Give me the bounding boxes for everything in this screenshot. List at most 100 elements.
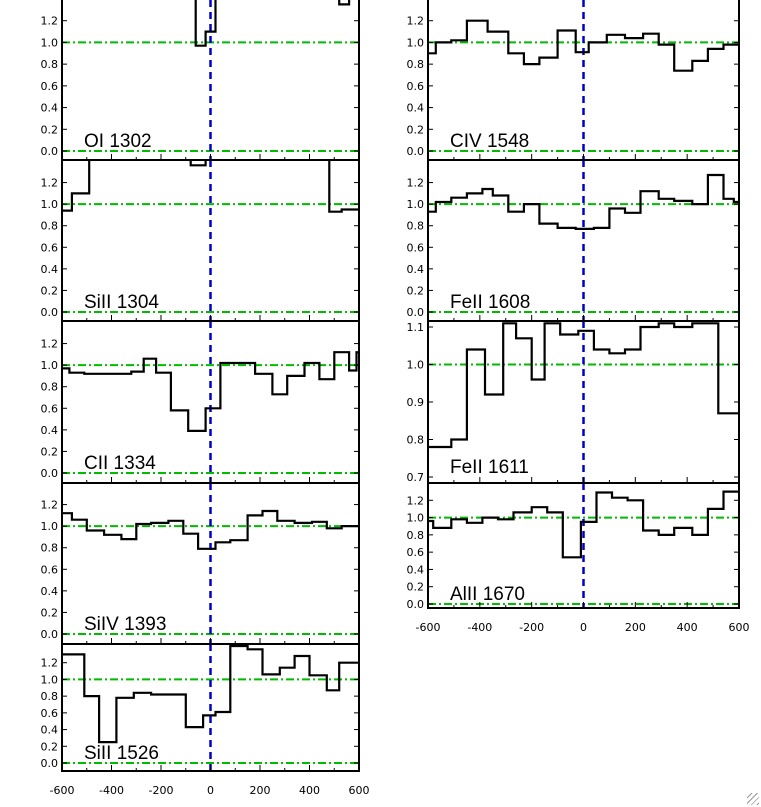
y-tick-label: 0.6 — [41, 241, 59, 254]
line-label: SiII 1304 — [84, 292, 159, 313]
line-label: FeII 1608 — [450, 292, 530, 313]
panel-alii-1670: 0.0 0.2 0.4 0.6 0.8 1.0 1.2 -600 -400 -200 0 200 400… — [407, 482, 750, 634]
line-label: OI 1302 — [84, 131, 152, 152]
y-tick-label: 0.6 — [41, 707, 59, 720]
y-tick-label: 1.2 — [41, 499, 59, 512]
spectrum-step-line — [62, 160, 359, 213]
y-tick-label: 0.4 — [41, 263, 59, 276]
y-tick-label: 0.2 — [41, 445, 59, 458]
y-tick-label: 0.9 — [407, 396, 425, 409]
x-tick-label: -200 — [149, 784, 174, 797]
line-label: SiIV 1393 — [84, 614, 166, 635]
y-tick-label: 0.7 — [407, 471, 425, 484]
line-label: FeII 1611 — [450, 457, 529, 478]
y-tick-label: 0.0 — [407, 306, 425, 319]
y-tick-label: 0.8 — [407, 58, 425, 71]
panel-cii-1334: 0.0 0.2 0.4 0.6 0.8 1.0 1.2 CII 1334 — [41, 320, 360, 484]
y-tick-label: 1.0 — [407, 36, 425, 49]
panel-civ-1548: 0.0 0.2 0.4 0.6 0.8 1.0 1.2 CIV 1548 — [407, 0, 740, 161]
y-tick-label: 0.2 — [41, 606, 59, 619]
x-tick-label: -600 — [416, 621, 441, 634]
y-tick-label: 0.6 — [41, 80, 59, 93]
y-tick-label: 1.0 — [407, 359, 425, 372]
y-tick-label: 1.2 — [407, 177, 425, 190]
y-tick-label: 0.8 — [41, 542, 59, 555]
y-tick-label: 0.2 — [407, 123, 425, 136]
y-tick-label: 1.2 — [407, 494, 425, 507]
y-tick-label: 1.0 — [41, 673, 59, 686]
y-tick-label: 0.0 — [41, 306, 59, 319]
y-tick-label: 0.2 — [41, 284, 59, 297]
y-tick-label: 0.8 — [407, 220, 425, 233]
x-tick-label: 400 — [677, 621, 698, 634]
x-tick-label: 200 — [625, 621, 646, 634]
y-tick-label: 0.0 — [41, 467, 59, 480]
y-tick-label: 0.0 — [41, 628, 59, 641]
x-tick-label: 400 — [299, 784, 320, 797]
panel-feii-1611: 0.7 0.8 0.9 1.0 1.1 FeII 1611 — [407, 320, 740, 484]
panel-siii-1304: 0.0 0.2 0.4 0.6 0.8 1.0 1.2 SiII 1304 — [41, 159, 360, 322]
y-tick-label: 0.6 — [407, 241, 425, 254]
y-tick-label: 1.0 — [41, 359, 59, 372]
panel-siiv-1393: 0.0 0.2 0.4 0.6 0.8 1.0 1.2 SiIV 1393 — [41, 482, 360, 645]
y-tick-label: 0.8 — [41, 381, 59, 394]
line-label: CII 1334 — [84, 453, 156, 474]
x-tick-label: -600 — [50, 784, 75, 797]
panel-oi-1302: 0.0 0.2 0.4 0.6 0.8 1.0 1.2 OI 1302 — [41, 0, 360, 161]
y-tick-label: 0.4 — [407, 102, 425, 115]
spectrum-step-line — [428, 322, 739, 449]
y-tick-label: 0.8 — [41, 58, 59, 71]
y-tick-label: 0.4 — [41, 724, 59, 737]
x-tick-label: 600 — [349, 784, 370, 797]
y-tick-label: 1.0 — [407, 198, 425, 211]
x-tick-label: -200 — [519, 621, 544, 634]
spectrum-step-line — [62, 644, 359, 744]
y-tick-label: 0.0 — [41, 757, 59, 770]
spectrum-step-line — [194, 0, 351, 47]
y-tick-label: 0.0 — [41, 145, 59, 158]
y-tick-label: 0.4 — [41, 424, 59, 437]
y-tick-label: 0.4 — [407, 263, 425, 276]
y-tick-label: 1.2 — [41, 657, 59, 670]
line-label: CIV 1548 — [450, 131, 529, 152]
panel-feii-1608: 0.0 0.2 0.4 0.6 0.8 1.0 1.2 FeII 1608 — [407, 159, 740, 322]
line-label: SiII 1526 — [84, 743, 159, 764]
spectrum-step-line — [428, 173, 739, 230]
y-tick-label: 1.0 — [41, 198, 59, 211]
y-tick-label: 0.0 — [407, 145, 425, 158]
y-tick-label: 0.2 — [41, 740, 59, 753]
x-tick-label: -400 — [99, 784, 124, 797]
y-tick-label: 0.0 — [407, 598, 425, 611]
x-tick-label: 600 — [729, 621, 750, 634]
y-tick-label: 0.6 — [407, 546, 425, 559]
y-tick-label: 0.8 — [41, 690, 59, 703]
resize-grip-icon[interactable] — [747, 793, 759, 805]
y-tick-label: 0.2 — [407, 284, 425, 297]
y-tick-label: 1.0 — [41, 36, 59, 49]
y-tick-label: 1.1 — [407, 321, 425, 334]
y-tick-label: 0.4 — [407, 563, 425, 576]
y-tick-label: 1.2 — [41, 177, 59, 190]
x-tick-label: 0 — [207, 784, 214, 797]
y-tick-label: 0.8 — [407, 434, 425, 447]
y-tick-label: 0.6 — [41, 402, 59, 415]
line-label: AlII 1670 — [450, 584, 525, 605]
y-tick-label: 1.0 — [407, 512, 425, 525]
y-tick-label: 0.4 — [41, 585, 59, 598]
y-tick-label: 0.2 — [407, 581, 425, 594]
y-tick-label: 1.2 — [41, 15, 59, 28]
y-tick-label: 0.4 — [41, 102, 59, 115]
spectrum-step-line — [62, 351, 359, 432]
x-tick-label: -400 — [467, 621, 492, 634]
panel-siii-1526: 0.0 0.2 0.4 0.6 0.8 1.0 1.2 -600 -400 -200 0 200 400… — [41, 643, 370, 797]
x-tick-label: 0 — [580, 621, 587, 634]
y-tick-label: 1.0 — [41, 520, 59, 533]
spectrum-step-line — [428, 490, 739, 559]
y-tick-label: 0.6 — [41, 563, 59, 576]
y-tick-label: 1.2 — [41, 338, 59, 351]
spectrum-step-line — [428, 19, 739, 72]
y-tick-label: 0.2 — [41, 123, 59, 136]
y-tick-label: 0.8 — [41, 220, 59, 233]
y-tick-label: 0.8 — [407, 529, 425, 542]
